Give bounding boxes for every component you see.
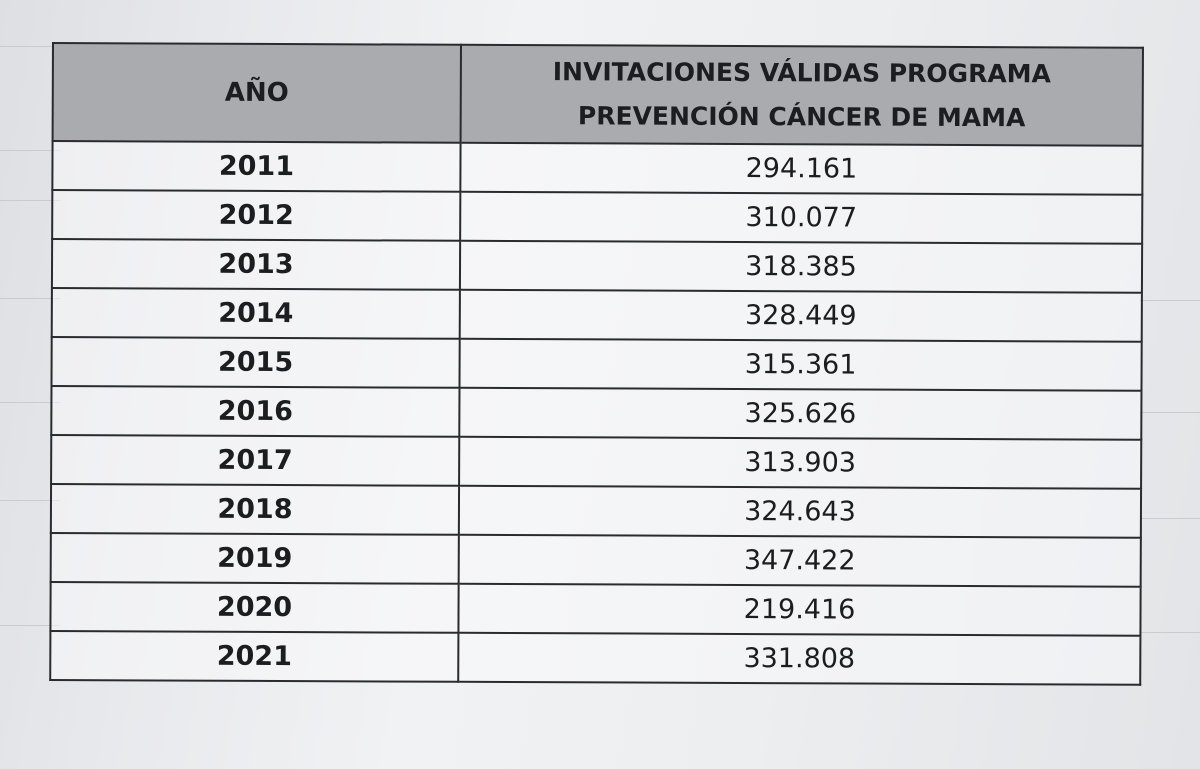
background-line [0, 625, 60, 626]
table-row: 2016 325.626 [51, 386, 1142, 440]
year-header-label: AÑO [224, 77, 289, 109]
table-row: 2019 347.422 [50, 532, 1141, 587]
year-cell: 2011 [52, 141, 461, 192]
table-body: 2011 294.161 2012 310.077 2013 318.385 2… [50, 141, 1143, 685]
table-row: 2021 331.808 [50, 630, 1141, 685]
year-cell: 2021 [50, 630, 459, 682]
year-cell: 2012 [52, 190, 461, 241]
invitations-cell: 310.077 [460, 191, 1143, 244]
background-line [0, 500, 60, 501]
background-line [1140, 412, 1200, 413]
invitations-cell: 331.808 [458, 632, 1141, 685]
background-line [0, 150, 60, 151]
year-cell: 2020 [50, 581, 459, 633]
table-row: 2012 310.077 [52, 190, 1143, 244]
invitations-column-header: INVITACIONES VÁLIDAS PROGRAMA PREVENCIÓN… [460, 44, 1143, 146]
invitations-cell: 315.361 [459, 338, 1142, 391]
invitations-table: AÑO INVITACIONES VÁLIDAS PROGRAMA PREVEN… [49, 42, 1144, 686]
background-line [1140, 632, 1200, 633]
invitations-cell: 318.385 [459, 240, 1143, 293]
table-header-row: AÑO INVITACIONES VÁLIDAS PROGRAMA PREVEN… [52, 43, 1143, 146]
invitations-cell: 313.903 [459, 436, 1142, 489]
year-column-header: AÑO [52, 43, 461, 143]
table-row: 2013 318.385 [51, 239, 1143, 293]
background-line [1140, 300, 1200, 301]
table-row: 2011 294.161 [52, 141, 1143, 195]
table-row: 2014 328.449 [51, 288, 1142, 342]
background-line [0, 200, 60, 201]
invitations-header-line2: PREVENCIÓN CÁNCER DE MAMA [577, 101, 1026, 133]
invitations-cell: 294.161 [460, 142, 1143, 195]
background-line [0, 298, 60, 299]
invitations-cell: 219.416 [458, 583, 1141, 636]
table-row: 2018 324.643 [50, 484, 1142, 538]
data-table-container: AÑO INVITACIONES VÁLIDAS PROGRAMA PREVEN… [49, 42, 1144, 686]
year-cell: 2013 [51, 239, 461, 290]
year-cell: 2019 [50, 532, 459, 584]
table-row: 2020 219.416 [50, 581, 1141, 636]
year-cell: 2015 [51, 337, 460, 388]
invitations-cell: 324.643 [458, 485, 1142, 538]
background-line [1140, 518, 1200, 519]
background-line [0, 402, 60, 403]
year-cell: 2014 [51, 288, 460, 339]
table-row: 2015 315.361 [51, 337, 1142, 391]
year-cell: 2018 [50, 484, 460, 535]
invitations-cell: 347.422 [458, 534, 1141, 587]
background-line [0, 46, 60, 47]
year-cell: 2016 [51, 386, 460, 437]
invitations-cell: 325.626 [459, 387, 1142, 440]
year-cell: 2017 [51, 435, 460, 486]
invitations-header-line1: INVITACIONES VÁLIDAS PROGRAMA [552, 57, 1052, 89]
invitations-cell: 328.449 [459, 289, 1142, 342]
table-row: 2017 313.903 [51, 435, 1142, 489]
